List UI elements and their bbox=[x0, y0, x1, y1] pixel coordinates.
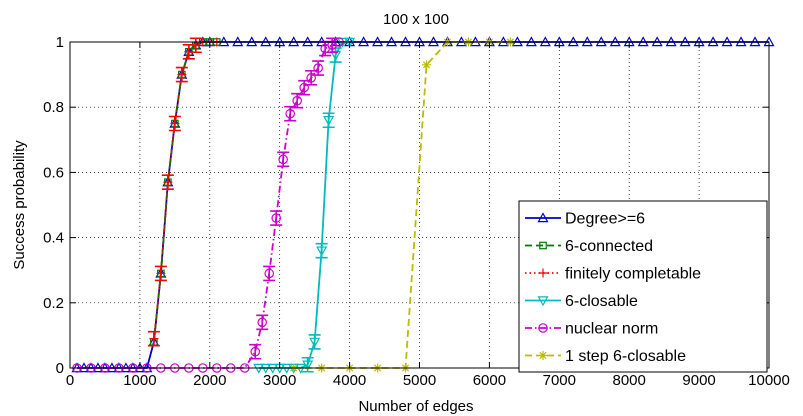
data-point bbox=[278, 154, 288, 165]
legend-marker bbox=[537, 296, 549, 307]
legend-label: 6-connected bbox=[565, 238, 653, 255]
legend-label: finitely completable bbox=[565, 266, 701, 283]
legend-label: nuclear norm bbox=[565, 321, 658, 338]
data-point bbox=[170, 119, 180, 128]
x-tick-label: 4000 bbox=[333, 372, 366, 389]
legend-entry: 6-closable bbox=[525, 293, 638, 310]
x-tick-label: 8000 bbox=[613, 372, 646, 389]
data-point bbox=[330, 50, 342, 61]
y-tick-label: 0 bbox=[56, 360, 64, 377]
legend-marker bbox=[537, 212, 549, 223]
x-tick-label: 2000 bbox=[193, 372, 226, 389]
legend-box bbox=[518, 200, 768, 373]
data-point bbox=[313, 63, 323, 73]
data-point bbox=[299, 82, 309, 93]
y-tick-label: 0.8 bbox=[43, 99, 64, 116]
axis-ticks: 0 1000 2000 3000 4000 5000 6000 7000 8000 9000 100… bbox=[43, 34, 790, 389]
y-axis-label: Success probability bbox=[11, 140, 28, 270]
x-tick-label: 10000 bbox=[748, 372, 790, 389]
legend-entry: 1 step 6-closable bbox=[525, 348, 686, 365]
legend-label: 1 step 6-closable bbox=[565, 348, 686, 365]
chart-title: 100 x 100 bbox=[383, 11, 449, 28]
x-tick-label: 1000 bbox=[123, 372, 156, 389]
data-point bbox=[264, 268, 275, 279]
data-point bbox=[149, 334, 159, 344]
y-tick-label: 0.2 bbox=[43, 295, 64, 312]
x-tick-label: 0 bbox=[66, 372, 74, 389]
legend-marker bbox=[538, 323, 548, 333]
y-tick-label: 1 bbox=[56, 34, 64, 51]
legend-label: Degree>=6 bbox=[565, 211, 645, 228]
data-point bbox=[285, 108, 295, 119]
x-tick-label: 3000 bbox=[263, 372, 296, 389]
data-point bbox=[302, 360, 314, 371]
data-point bbox=[421, 60, 431, 70]
legend-marker bbox=[538, 268, 548, 278]
data-point bbox=[257, 317, 268, 328]
x-tick-label: 7000 bbox=[543, 372, 576, 389]
data-point bbox=[292, 95, 302, 106]
legend-marker bbox=[539, 241, 547, 250]
x-tick-label: 5000 bbox=[403, 372, 436, 389]
x-axis-label: Number of edges bbox=[358, 398, 473, 415]
legend: Degree>=6 6-connected finitely completable… bbox=[518, 200, 768, 373]
legend-entry: nuclear norm bbox=[525, 321, 658, 338]
legend-entry: 6-connected bbox=[525, 238, 653, 255]
data-point bbox=[309, 337, 321, 348]
x-tick-label: 9000 bbox=[682, 372, 715, 389]
data-point bbox=[271, 213, 282, 223]
data-point bbox=[306, 73, 316, 83]
legend-marker bbox=[538, 351, 548, 360]
legend-entry: Degree>=6 bbox=[525, 211, 645, 228]
x-tick-label: 6000 bbox=[473, 372, 506, 389]
data-point bbox=[323, 116, 335, 126]
legend-label: 6-closable bbox=[565, 293, 638, 310]
data-point bbox=[250, 346, 261, 357]
data-point bbox=[156, 268, 166, 278]
data-point bbox=[177, 70, 187, 80]
data-point bbox=[316, 246, 328, 257]
y-tick-label: 0.6 bbox=[43, 164, 64, 181]
legend-entry: finitely completable bbox=[525, 266, 701, 283]
y-tick-label: 0.4 bbox=[43, 230, 64, 247]
data-point bbox=[163, 177, 173, 187]
